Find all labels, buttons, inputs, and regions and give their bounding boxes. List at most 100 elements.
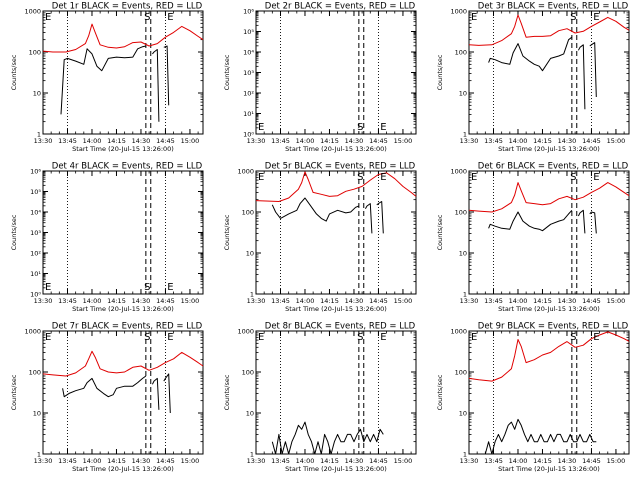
- x-tick-label: 14:45: [582, 297, 601, 305]
- marker-label-s: S: [144, 332, 150, 343]
- x-tick-label: 14:00: [509, 297, 528, 305]
- plot-frame: [255, 330, 417, 455]
- x-tick-label: 15:00: [607, 457, 626, 465]
- y-tick-label: 100: [242, 208, 254, 216]
- x-tick-label: 13:30: [247, 297, 266, 305]
- x-tick-label: 13:45: [271, 457, 290, 465]
- y-tick-label: 1: [463, 450, 467, 458]
- y-tick-label: 10⁵: [243, 28, 254, 36]
- black-series-line: [62, 375, 147, 398]
- y-tick-label: 10⁶: [243, 7, 254, 15]
- black-series-line: [163, 373, 171, 414]
- x-tick-label: 14:15: [533, 137, 552, 145]
- x-axis-label: Start Time (20-Jul-15 13:26:00): [498, 145, 600, 153]
- marker-label-start: E: [471, 172, 477, 183]
- y-tick-label: 100: [455, 368, 467, 376]
- x-tick-label: 14:00: [83, 457, 102, 465]
- x-tick-label: 13:30: [34, 137, 53, 145]
- x-tick-label: 14:45: [369, 457, 388, 465]
- x-tick-label: 14:45: [156, 297, 175, 305]
- x-tick-label: 15:00: [394, 137, 413, 145]
- y-tick-label: 10¹: [30, 270, 41, 278]
- panel-title: Det 1r BLACK = Events, RED = LLD: [52, 2, 203, 12]
- y-axis-label: Counts/sec: [10, 214, 18, 250]
- x-tick-label: 14:30: [132, 297, 151, 305]
- y-tick-label: 1: [37, 130, 41, 138]
- x-tick-label: 13:30: [34, 297, 53, 305]
- plot-frame: [42, 170, 204, 295]
- x-tick-label: 14:45: [582, 457, 601, 465]
- x-axis-label: Start Time (20-Jul-15 13:26:00): [285, 305, 387, 313]
- plot-frame: [255, 10, 417, 135]
- y-tick-label: 1000: [237, 327, 254, 335]
- marker-label-e: E: [380, 172, 386, 183]
- x-tick-label: 14:00: [296, 137, 315, 145]
- marker-label-e: E: [593, 332, 599, 343]
- y-tick-label: 1: [463, 130, 467, 138]
- x-tick-label: 14:30: [345, 137, 364, 145]
- x-tick-label: 14:15: [533, 297, 552, 305]
- plot-frame: [42, 10, 204, 135]
- y-tick-label: 10⁰: [30, 290, 41, 298]
- y-axis-label: Counts/sec: [436, 214, 444, 250]
- y-tick-label: 10⁶: [30, 167, 41, 175]
- plot-frame: [468, 330, 630, 455]
- red-series-line: [468, 331, 630, 382]
- y-tick-label: 100: [455, 48, 467, 56]
- x-tick-label: 14:00: [83, 297, 102, 305]
- marker-label-s: S: [570, 172, 576, 183]
- x-tick-label: 14:30: [132, 137, 151, 145]
- red-series-line: [255, 171, 417, 202]
- x-tick-label: 14:00: [296, 457, 315, 465]
- y-tick-label: 1: [37, 450, 41, 458]
- marker-label-s: S: [357, 172, 363, 183]
- x-tick-label: 14:00: [83, 137, 102, 145]
- y-tick-label: 10³: [243, 69, 254, 77]
- panel-det-5r: Det 5r BLACK = Events, RED = LLD 1 10 100 10…: [223, 162, 417, 313]
- y-tick-label: 10¹: [243, 110, 254, 118]
- y-tick-label: 100: [29, 48, 41, 56]
- y-tick-label: 10: [33, 89, 41, 97]
- black-series-line: [60, 45, 147, 115]
- y-axis-label: Counts/sec: [223, 214, 231, 250]
- marker-label-start: E: [45, 332, 51, 343]
- y-tick-label: 10²: [243, 89, 254, 97]
- marker-label-e: E: [593, 172, 599, 183]
- y-tick-label: 1000: [450, 327, 467, 335]
- y-tick-label: 10: [459, 89, 467, 97]
- marker-label-start: E: [258, 172, 264, 183]
- x-tick-label: 14:30: [132, 457, 151, 465]
- marker-label-e: E: [167, 12, 173, 23]
- x-tick-label: 14:45: [369, 297, 388, 305]
- y-tick-label: 1000: [237, 167, 254, 175]
- x-axis-label: Start Time (20-Jul-15 13:26:00): [498, 465, 600, 473]
- x-tick-label: 15:00: [181, 297, 200, 305]
- y-axis-label: Counts/sec: [10, 54, 18, 90]
- x-tick-label: 13:45: [484, 137, 503, 145]
- x-tick-label: 14:30: [345, 457, 364, 465]
- marker-label-s: S: [570, 12, 576, 23]
- y-tick-label: 10³: [30, 229, 41, 237]
- x-tick-label: 13:45: [271, 297, 290, 305]
- panel-det-6r: Det 6r BLACK = Events, RED = LLD 1 10 100 10…: [436, 162, 630, 313]
- marker-label-s: S: [357, 122, 363, 133]
- x-tick-label: 14:00: [296, 297, 315, 305]
- x-tick-label: 14:45: [582, 137, 601, 145]
- black-series-line: [488, 36, 573, 72]
- y-tick-label: 1: [463, 290, 467, 298]
- x-tick-label: 14:30: [558, 137, 577, 145]
- panel-title: Det 6r BLACK = Events, RED = LLD: [478, 162, 629, 172]
- black-series-line: [589, 42, 597, 98]
- x-tick-label: 13:45: [58, 137, 77, 145]
- y-tick-label: 100: [29, 368, 41, 376]
- y-tick-label: 100: [455, 208, 467, 216]
- marker-label-start: E: [258, 332, 264, 343]
- black-series-line: [488, 209, 573, 232]
- plot-frame: [468, 10, 630, 135]
- y-tick-label: 1: [250, 290, 254, 298]
- y-tick-label: 1000: [24, 327, 41, 335]
- x-tick-label: 13:30: [34, 457, 53, 465]
- red-series-line: [42, 350, 204, 377]
- panel-det-8r: Det 8r BLACK = Events, RED = LLD 1 10 100 10…: [223, 322, 417, 473]
